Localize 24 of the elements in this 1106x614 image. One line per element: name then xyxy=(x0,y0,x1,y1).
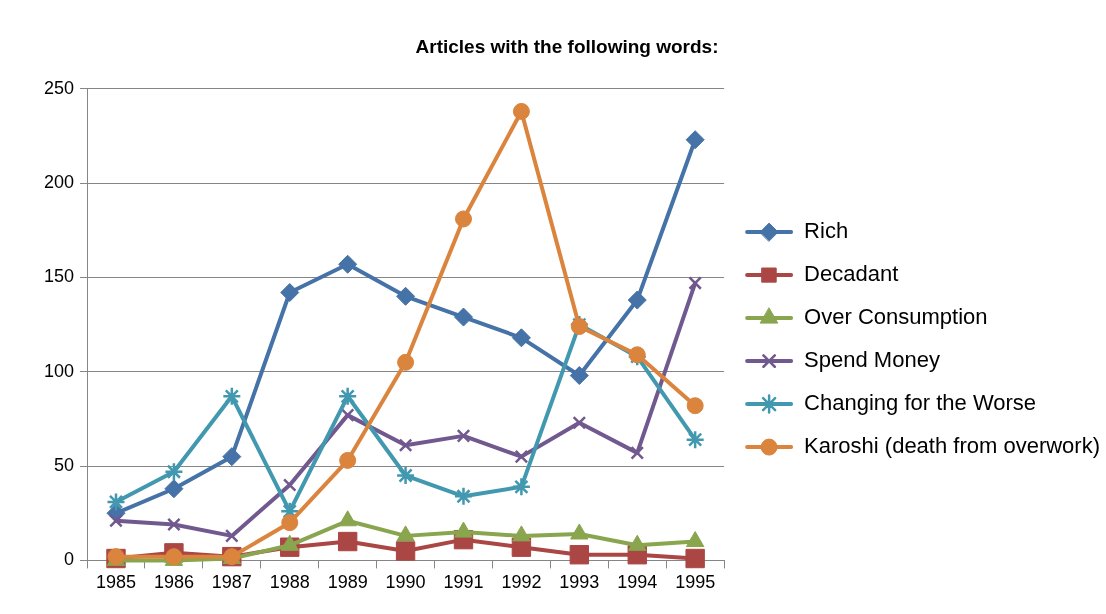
x-tick-label: 1988 xyxy=(269,572,310,593)
x-tick-label: 1994 xyxy=(617,572,658,593)
x-tick-label: 1986 xyxy=(153,572,194,593)
x-tick-label: 1995 xyxy=(675,572,716,593)
legend-label: Rich xyxy=(804,218,849,244)
x-tick-label: 1989 xyxy=(327,572,368,593)
legend-label: Decadant xyxy=(804,261,899,287)
y-tick-label: 250 xyxy=(43,77,75,98)
x-tick-label: 1985 xyxy=(95,572,137,593)
legend-label: Over Consumption xyxy=(804,304,988,330)
x-tick-label: 1992 xyxy=(501,572,542,593)
legend-label: Karoshi (death from overwork) xyxy=(804,433,1101,459)
y-tick-label: 0 xyxy=(64,549,75,570)
x-tick-label: 1991 xyxy=(443,572,484,593)
x-tick-label: 1987 xyxy=(211,572,252,593)
y-tick-label: 50 xyxy=(54,455,75,476)
legend-label: Changing for the Worse xyxy=(804,390,1037,416)
x-tick-label: 1993 xyxy=(559,572,600,593)
chart-title: Articles with the following words: xyxy=(415,35,719,57)
x-tick-label: 1990 xyxy=(385,572,426,593)
y-tick-label: 100 xyxy=(43,360,75,381)
y-tick-label: 200 xyxy=(43,172,75,193)
legend-label: Spend Money xyxy=(804,347,940,373)
y-tick-label: 150 xyxy=(43,266,75,287)
